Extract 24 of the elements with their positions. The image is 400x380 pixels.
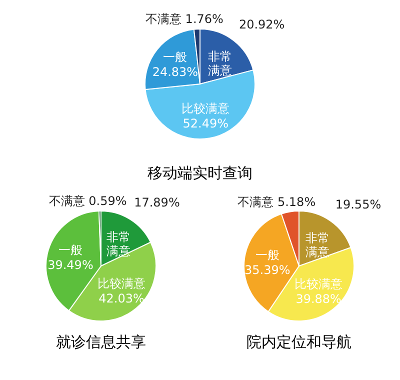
data-label: 19.55%	[335, 198, 382, 212]
data-label: 42.03%	[98, 291, 144, 306]
data-label: 17.89%	[134, 196, 180, 210]
slice-label: 不满意 5.18%	[238, 194, 316, 209]
data-label: 35.39%	[244, 262, 290, 277]
data-label: 20.92%	[238, 18, 285, 32]
slice-label: 不满意 1.76%	[145, 12, 224, 26]
data-label: 39.88%	[296, 292, 342, 306]
slice-label: 非常满意	[306, 230, 330, 259]
slice-label: 非常满意	[208, 50, 232, 78]
slice-label: 不满意 0.59%	[48, 194, 127, 208]
text: 院内定位和导航	[246, 333, 352, 351]
text: 移动端实时查询	[148, 164, 252, 182]
data-label: 24.83%	[152, 64, 198, 79]
slice-label: 一般	[163, 50, 188, 64]
slice-label: 一般	[255, 248, 280, 262]
slice-label: 非常满意	[106, 230, 130, 258]
slice-label: 比较满意	[294, 277, 343, 292]
text: 就诊信息共享	[56, 333, 146, 351]
data-label: 52.49%	[182, 116, 229, 130]
slice-label: 比较满意	[182, 101, 230, 116]
slice-label: 比较满意	[97, 276, 146, 290]
data-label: 39.49%	[48, 258, 94, 272]
slice-label: 一般	[58, 242, 82, 257]
